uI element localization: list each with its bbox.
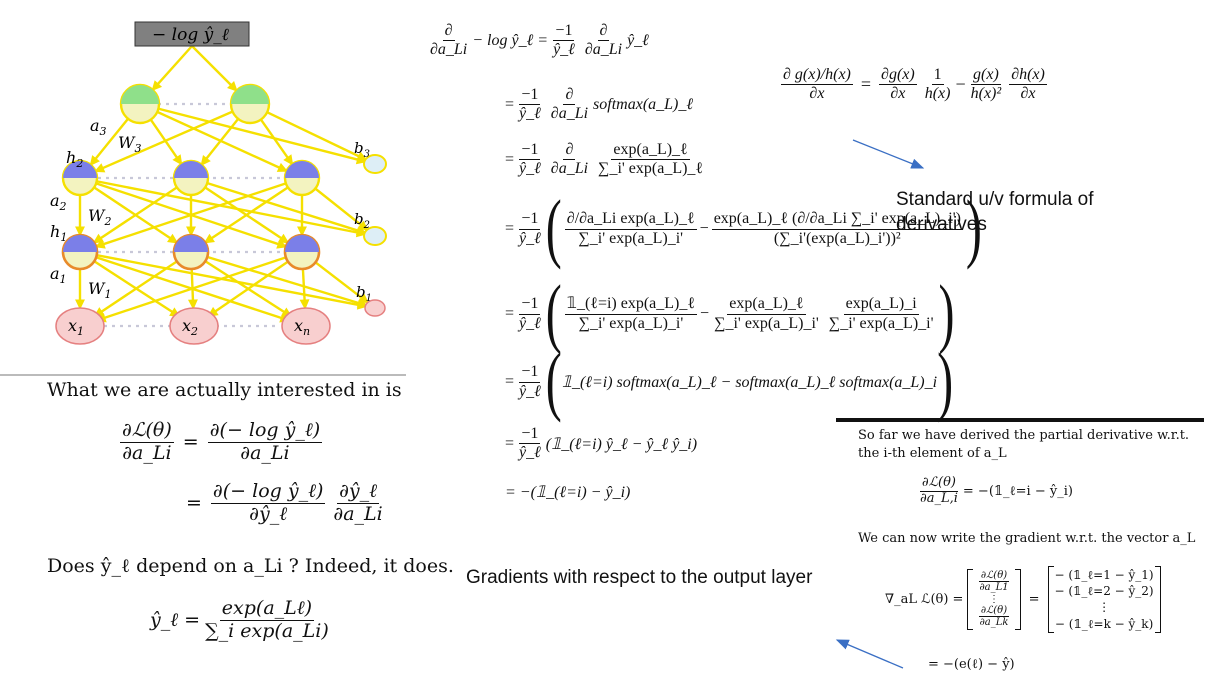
network-edge — [191, 45, 237, 91]
network-edge — [190, 250, 366, 307]
left-text-line2: Does ŷ_ℓ depend on a_Li ? Indeed, it doe… — [47, 555, 454, 577]
network-edge — [96, 102, 251, 172]
deriv-line-8: = −(𝟙_(ℓ=i) − ŷ_i) — [505, 484, 631, 501]
network-edge — [190, 250, 291, 317]
network-edge — [79, 250, 179, 317]
network-edge-arrowhead — [89, 155, 100, 167]
output-nodes — [119, 83, 271, 125]
gradient-equation: ∇_aL ℒ(θ) = ∂ℒ(θ) ∂a_L1 ⋮ ∂ℒ(θ) ∂a_Lk = − … — [885, 566, 1161, 633]
network-edge-arrowhead — [167, 233, 179, 244]
network-edge — [139, 102, 287, 172]
network-edge — [79, 176, 365, 236]
svg-text:xn: xn — [294, 316, 310, 338]
network-edge — [79, 250, 289, 322]
network-edge-arrowhead — [276, 239, 288, 249]
deriv-line-5: = −1 ŷ_ℓ ( 𝟙_(ℓ=i) exp(a_L)_ℓ ∑_i' exp(a_L… — [505, 270, 955, 356]
svg-text:W3: W3 — [118, 133, 141, 155]
network-edge — [190, 176, 365, 234]
deriv-line-6: = −1 ŷ_ℓ ( 𝟙_(ℓ=i) softmax(a_L)_ℓ − softm… — [505, 338, 954, 424]
svg-text:a1: a1 — [50, 264, 67, 286]
network-edge — [97, 250, 303, 322]
svg-text:h1: h1 — [50, 222, 67, 244]
svg-text:W2: W2 — [88, 206, 111, 228]
deriv-line-1: ∂ ∂a_Li − log ŷ_ℓ = −1 ŷ_ℓ ∂ ∂a_Li ŷ_ℓ — [430, 22, 649, 59]
hidden-layer-1 — [61, 233, 321, 271]
network-edge-arrowhead — [355, 225, 368, 236]
svg-text:W1: W1 — [88, 279, 111, 301]
network-edge-arrowhead — [276, 162, 289, 172]
network-edge-arrowhead — [200, 154, 211, 167]
left-text-line1: What we are actually interested in is — [47, 379, 402, 401]
svg-text:x1: x1 — [68, 316, 84, 338]
svg-text:b3: b3 — [354, 139, 370, 160]
uv-arrow — [852, 139, 925, 169]
output-arrow — [835, 639, 904, 669]
network-svg: − log ŷ_ℓ a3 W3 b3 h2 a2 W2 b2 h1 a1 W1 … — [50, 21, 387, 345]
loss-label: − log ŷ_ℓ — [152, 25, 229, 45]
network-edge-arrowhead — [278, 233, 290, 244]
svg-text:b2: b2 — [354, 210, 370, 231]
dotted-connectors — [98, 102, 285, 328]
divider-line — [0, 374, 406, 376]
right-box-line3: We can now write the gradient w.r.t. the… — [858, 531, 1196, 546]
network-edge-arrowhead — [92, 233, 104, 244]
network-edge — [95, 251, 192, 317]
network-edges — [75, 45, 370, 323]
network-edge-arrowhead — [358, 293, 370, 304]
network-edge-arrowhead — [356, 298, 369, 308]
network-edge-arrowhead — [227, 81, 238, 92]
network-edge — [94, 177, 192, 244]
svg-text:b1: b1 — [356, 283, 372, 304]
network-edge — [190, 177, 288, 244]
deriv-line-7: = −1 ŷ_ℓ (𝟙_(ℓ=i) ŷ_ℓ − ŷ_ℓ ŷ_i) — [505, 425, 698, 462]
right-box-topbar — [836, 418, 1204, 422]
network-edge-arrowhead — [356, 151, 368, 161]
network-edge — [205, 177, 303, 244]
loss-box — [134, 21, 250, 47]
network-edge-arrowhead — [75, 226, 85, 237]
svg-text:h2: h2 — [66, 148, 83, 170]
deriv-line-4: = −1 ŷ_ℓ ( ∂/∂a_Li exp(a_L)_ℓ ∑_i' exp(a_L… — [505, 185, 982, 271]
right-box-line1: So far we have derived the partial deriv… — [858, 428, 1190, 443]
network-edge-arrowhead — [203, 233, 215, 244]
left-eq2: = ∂(− log ŷ_ℓ) ∂ŷ_ℓ ∂ŷ_ℓ ∂a_Li — [186, 480, 383, 525]
network-edge-arrowhead — [151, 80, 163, 92]
output-note: Gradients with respect to the output lay… — [466, 567, 813, 588]
network-edge — [208, 251, 303, 317]
network-edge-arrowhead — [94, 239, 106, 249]
hidden-layer-2 — [61, 159, 321, 197]
network-edge — [152, 45, 193, 90]
network-edge-arrowhead — [93, 163, 106, 173]
deriv-line-2: = −1 ŷ_ℓ ∂ ∂a_Li softmax(a_L)_ℓ — [505, 86, 694, 123]
right-box-line2: the i-th element of a_L — [858, 446, 1007, 461]
neural-network-diagram: − log ŷ_ℓ a3 W3 b3 h2 a2 W2 b2 h1 a1 W1 … — [0, 0, 410, 365]
right-box-eq1: ∂ℒ(θ) ∂a_L,i = −(𝟙_ℓ=i − ŷ_i) — [919, 475, 1073, 506]
network-edge-arrowhead — [297, 226, 307, 237]
network-edge — [79, 176, 286, 248]
svg-text:a3: a3 — [90, 116, 107, 138]
bias-nodes — [363, 154, 387, 317]
network-edge-arrowhead — [283, 154, 294, 166]
input-nodes — [55, 307, 331, 345]
svg-text:x2: x2 — [182, 316, 198, 338]
deriv-line-3: = −1 ŷ_ℓ ∂ ∂a_Li exp(a_L)_ℓ ∑_i' exp(a_L)_ℓ — [505, 141, 704, 178]
left-eq3: ŷ_ℓ = exp(a_Lℓ) ∑_i exp(a_Li) — [150, 597, 329, 642]
network-edge-arrowhead — [357, 220, 369, 231]
gradient-final: = −(e(ℓ) − ŷ) — [928, 657, 1015, 672]
network-edge — [79, 177, 177, 244]
network-edge-arrowhead — [299, 299, 310, 310]
network-edge — [139, 102, 365, 163]
network-edge — [96, 176, 303, 248]
uv-note: Standard u/v formula of derivatives — [896, 189, 1094, 235]
left-eq1: ∂ℒ(θ) ∂a_Li = ∂(− log ŷ_ℓ) ∂a_Li — [120, 419, 323, 464]
network-edge-arrowhead — [75, 299, 85, 310]
svg-text:a2: a2 — [50, 191, 67, 213]
network-edge-arrowhead — [172, 154, 183, 166]
network-edge-arrowhead — [187, 299, 198, 310]
uv-formula: ∂ g(x)/h(x) ∂x = ∂g(x) ∂x 1 h(x) − g(x) h(x)… — [781, 66, 1047, 103]
network-edge-arrowhead — [186, 226, 196, 237]
network-edge — [249, 102, 366, 161]
